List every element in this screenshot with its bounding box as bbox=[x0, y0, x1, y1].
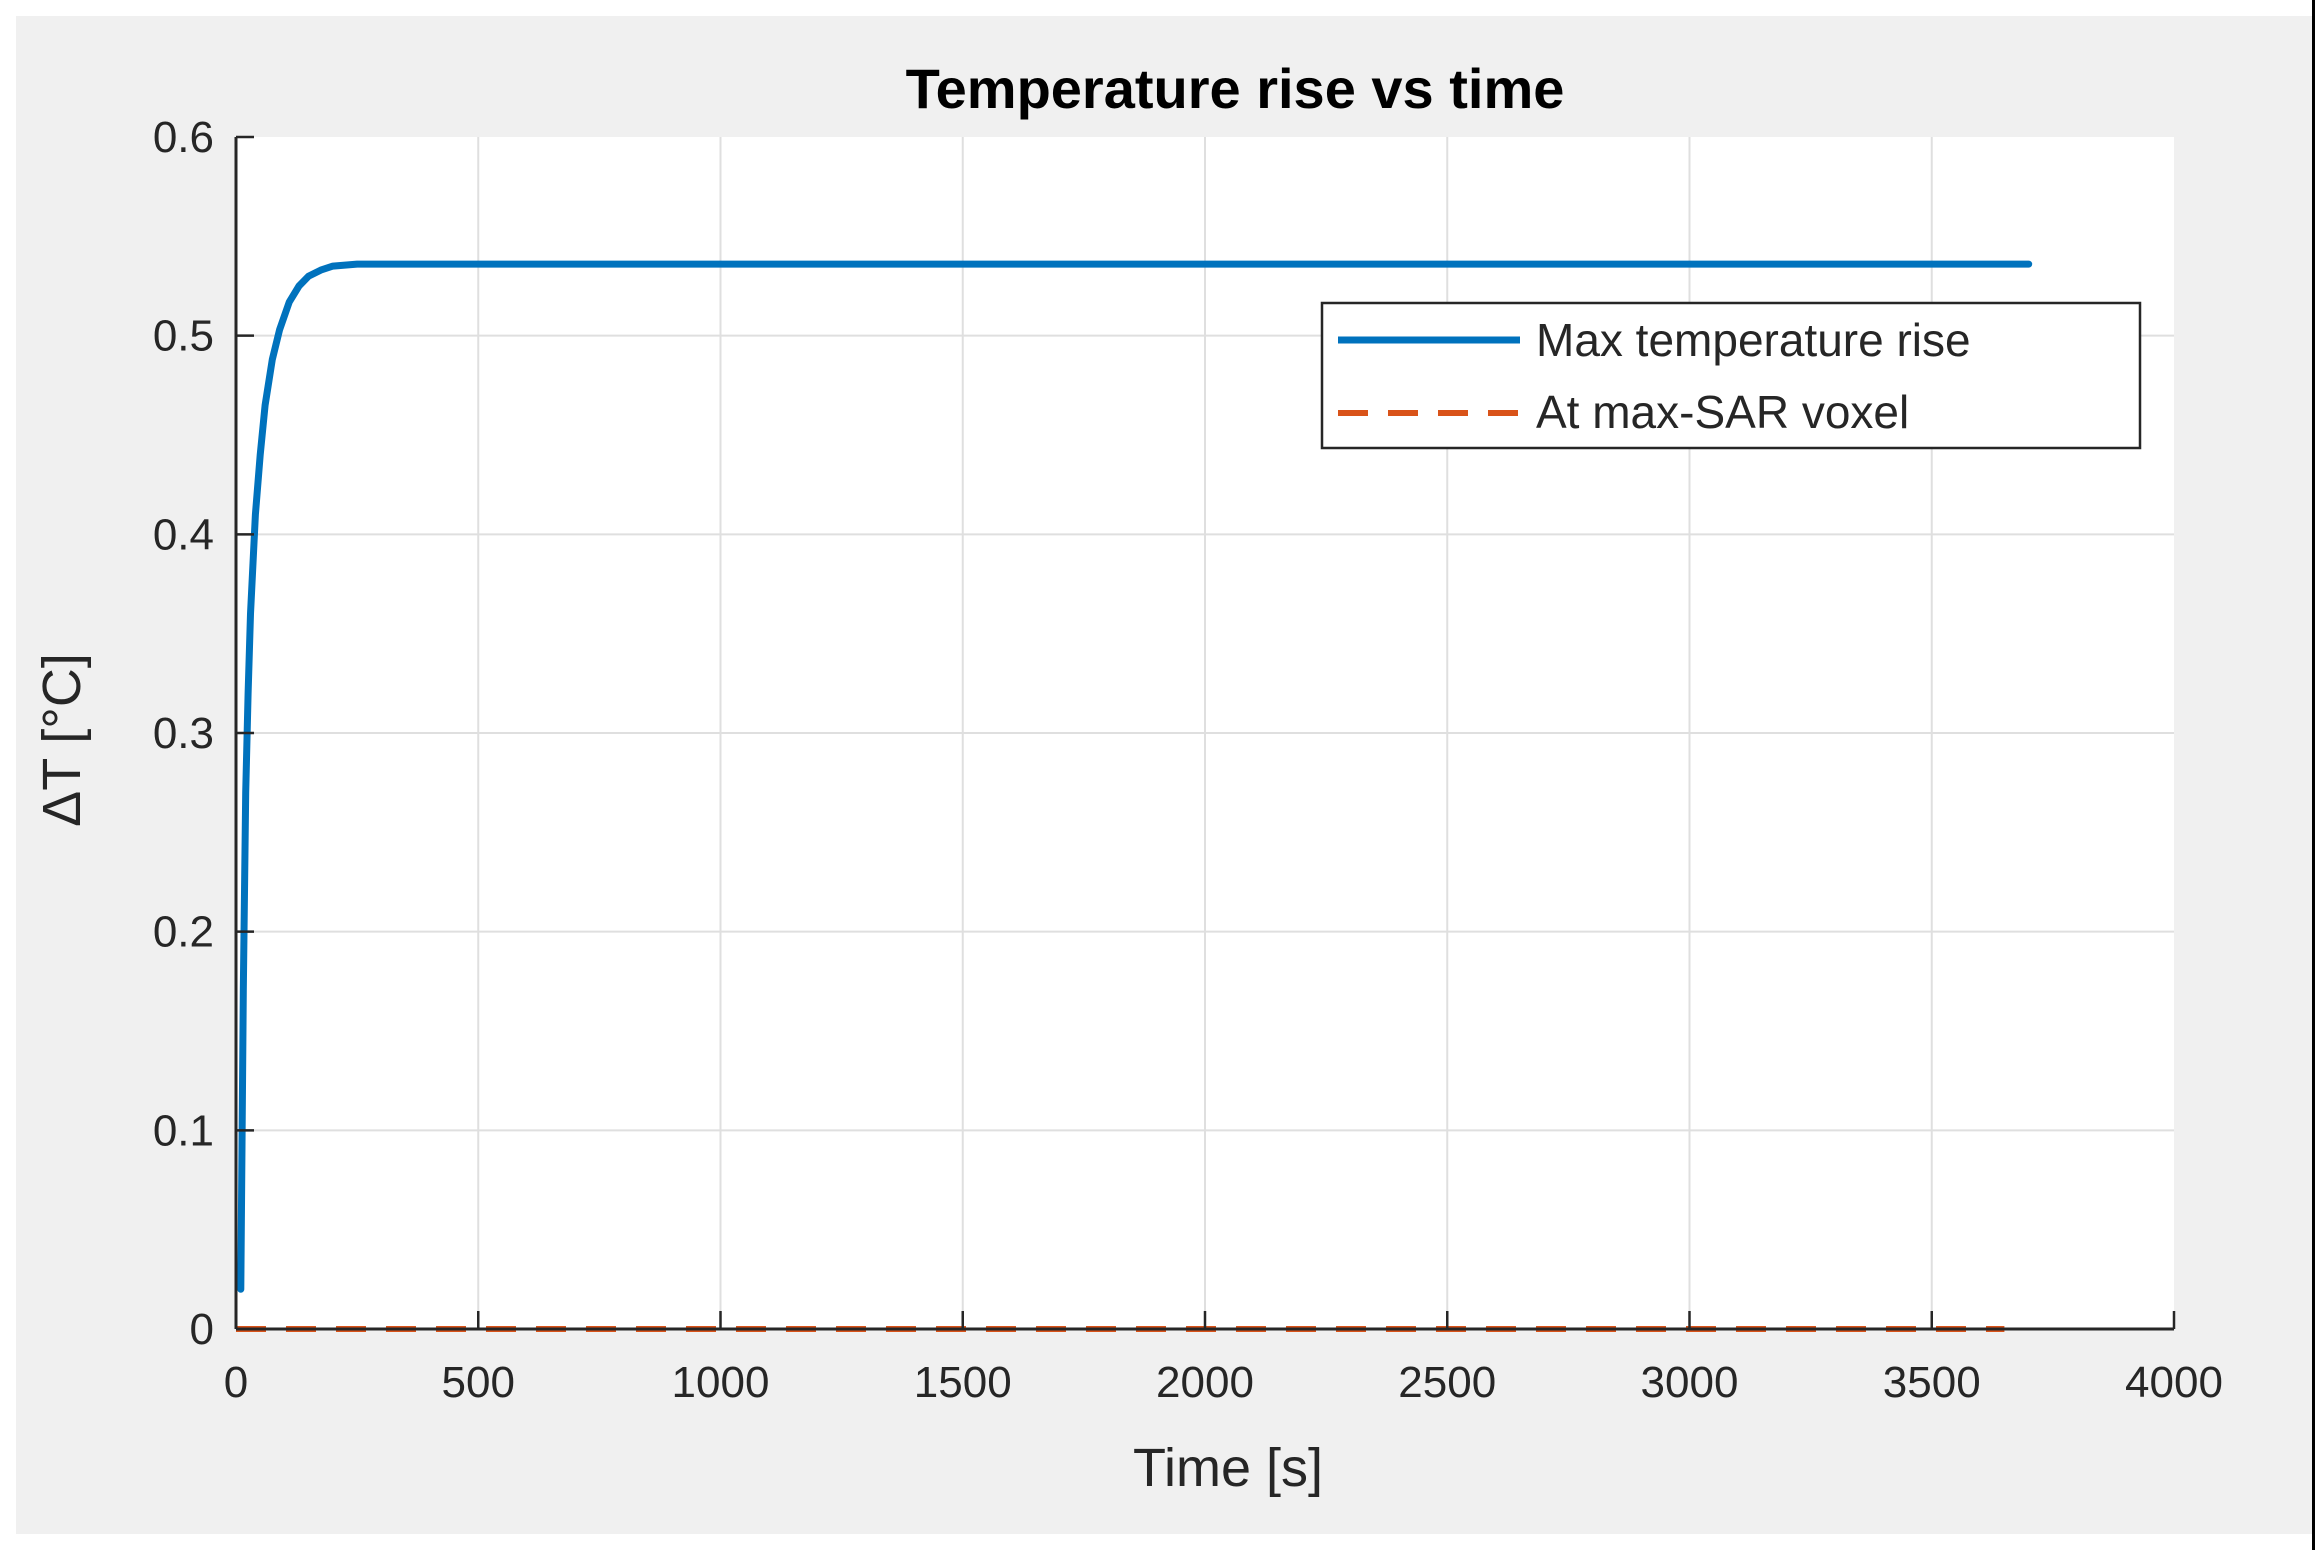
y-tick-label: 0.2 bbox=[153, 908, 214, 957]
legend-label-at-max-sar-voxel: At max-SAR voxel bbox=[1536, 386, 1909, 438]
y-tick-label: 0.4 bbox=[153, 510, 214, 559]
y-tick-label: 0.1 bbox=[153, 1106, 214, 1155]
x-tick-label: 2500 bbox=[1398, 1358, 1496, 1407]
image-right-border bbox=[2312, 0, 2315, 1550]
x-tick-label: 500 bbox=[442, 1358, 515, 1407]
legend-label-max-temperature-rise: Max temperature rise bbox=[1536, 314, 1971, 366]
x-tick-label: 4000 bbox=[2125, 1358, 2223, 1407]
y-tick-label: 0.3 bbox=[153, 709, 214, 758]
x-tick-label: 1500 bbox=[914, 1358, 1012, 1407]
chart-title: Temperature rise vs time bbox=[906, 57, 1565, 120]
x-axis-title: Time [s] bbox=[1133, 1438, 1323, 1498]
legend: Max temperature rise At max-SAR voxel bbox=[1320, 301, 2142, 450]
legend-box bbox=[1320, 301, 2142, 450]
x-tick-label: 3000 bbox=[1641, 1358, 1739, 1407]
y-tick-label: 0 bbox=[190, 1305, 214, 1354]
tick-labels: 0 500 1000 1500 2000 2500 3000 3500 4000 0 0.1 0.2 0… bbox=[153, 113, 2223, 1407]
x-tick-label: 1000 bbox=[672, 1358, 770, 1407]
x-tick-label: 0 bbox=[224, 1358, 248, 1407]
x-tick-label: 3500 bbox=[1883, 1358, 1981, 1407]
series-line-max-temperature-rise bbox=[237, 260, 2033, 1293]
y-tick-label: 0.5 bbox=[153, 312, 214, 361]
y-tick-label: 0.6 bbox=[153, 113, 214, 162]
axes-frame bbox=[234, 135, 2176, 1331]
y-axis-title: ΔT [°C] bbox=[32, 653, 92, 827]
x-tick-label: 2000 bbox=[1156, 1358, 1254, 1407]
